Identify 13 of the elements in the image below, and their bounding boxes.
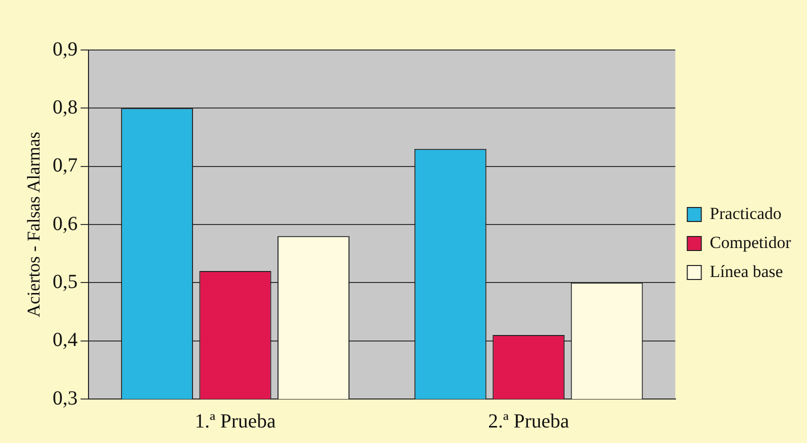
y-tick-label: 0,5 [52,270,78,293]
y-tick-label: 0,9 [52,38,78,60]
legend-label: Línea base [710,262,783,281]
y-tick-label: 0,3 [52,387,78,410]
y-tick-label: 0,4 [52,329,78,352]
legend-label: Practicado [710,204,782,223]
x-tick-label: 1.ª Prueba [194,410,276,432]
y-tick-label: 0,7 [52,154,78,177]
x-tick-label: 2.ª Prueba [488,410,570,432]
y-tick-label: 0,6 [52,212,78,235]
y-tick-label: 0,8 [52,96,78,118]
legend-label: Competidor [710,232,792,252]
y-axis-title: Aciertos - Falsas Alarmas [24,132,44,318]
